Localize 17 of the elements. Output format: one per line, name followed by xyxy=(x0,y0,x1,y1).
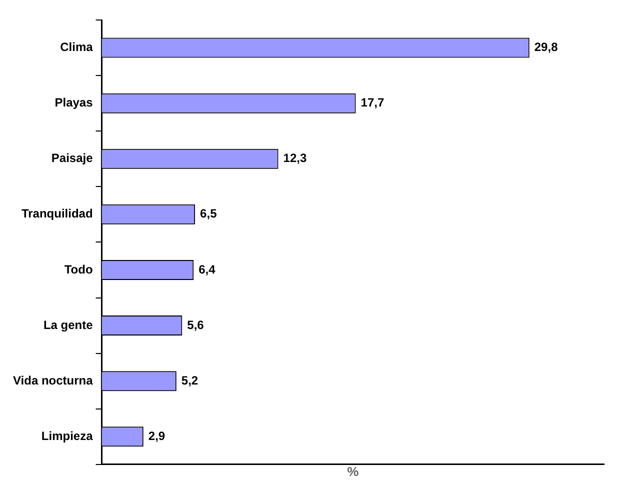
data-label: 6,4 xyxy=(198,262,216,276)
y-tick-label: Clima xyxy=(60,40,94,54)
data-label: 5,2 xyxy=(181,373,198,388)
data-label: 29,8 xyxy=(534,40,558,54)
y-tick-label: Playas xyxy=(54,96,94,110)
data-label: 2,9 xyxy=(148,428,166,443)
y-tick-label: Vida nocturna xyxy=(12,373,94,388)
y-tick-label: Todo xyxy=(64,262,93,276)
x-axis-title: % xyxy=(347,464,360,479)
y-tick-label: La gente xyxy=(43,318,94,332)
data-label: 6,5 xyxy=(200,206,218,221)
data-label: 17,7 xyxy=(360,96,384,110)
y-tick-label: Paisaje xyxy=(51,151,94,166)
data-label: 12,3 xyxy=(283,151,307,166)
data-label: 5,6 xyxy=(187,318,204,332)
y-tick-label: Limpieza xyxy=(41,428,94,443)
y-tick-label: Tranquilidad xyxy=(21,206,93,221)
